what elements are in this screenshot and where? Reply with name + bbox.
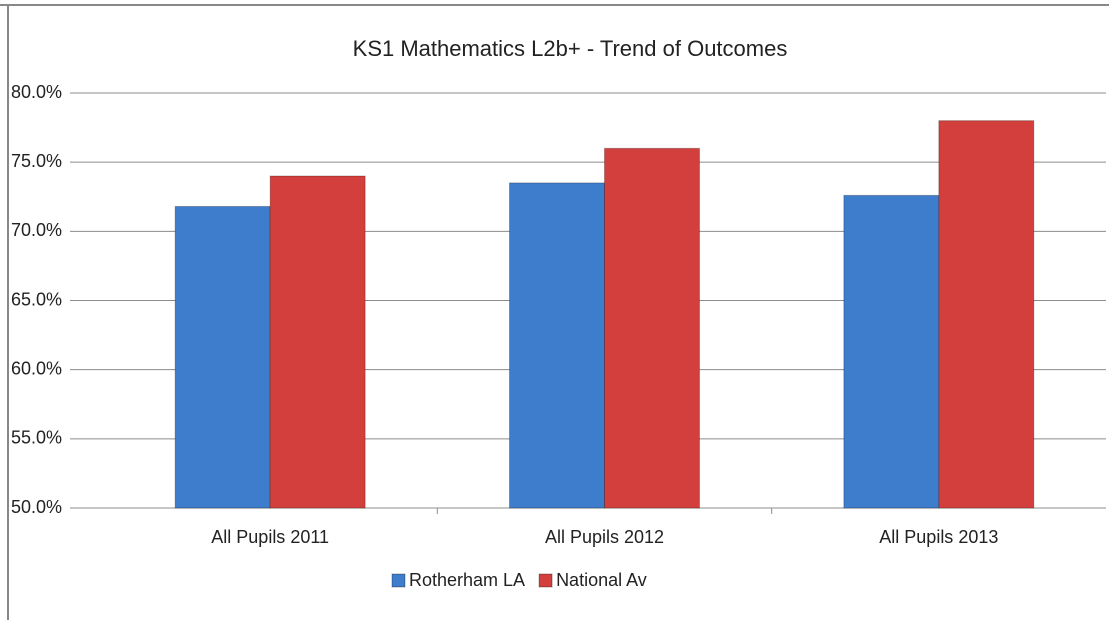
y-tick-label: 80.0% xyxy=(11,82,62,102)
y-tick-label: 75.0% xyxy=(11,151,62,171)
legend-label: Rotherham LA xyxy=(409,570,525,590)
x-tick-label: All Pupils 2012 xyxy=(545,527,664,547)
x-tick-label: All Pupils 2013 xyxy=(879,527,998,547)
y-tick-label: 60.0% xyxy=(11,358,62,378)
bar xyxy=(938,120,1035,509)
legend-label: National Av xyxy=(556,570,647,590)
y-tick-label: 55.0% xyxy=(11,428,62,448)
bar xyxy=(604,147,700,509)
bar xyxy=(509,182,605,509)
bar xyxy=(174,205,271,509)
y-tick-label: 70.0% xyxy=(11,220,62,240)
y-tick-label: 65.0% xyxy=(11,289,62,309)
bar xyxy=(269,175,366,509)
legend-swatch xyxy=(391,573,406,588)
legend-swatch xyxy=(538,573,553,588)
chart-title: KS1 Mathematics L2b+ - Trend of Outcomes xyxy=(353,36,788,61)
bar xyxy=(843,194,940,509)
y-tick-label: 50.0% xyxy=(11,497,62,517)
x-tick-label: All Pupils 2011 xyxy=(211,527,329,547)
